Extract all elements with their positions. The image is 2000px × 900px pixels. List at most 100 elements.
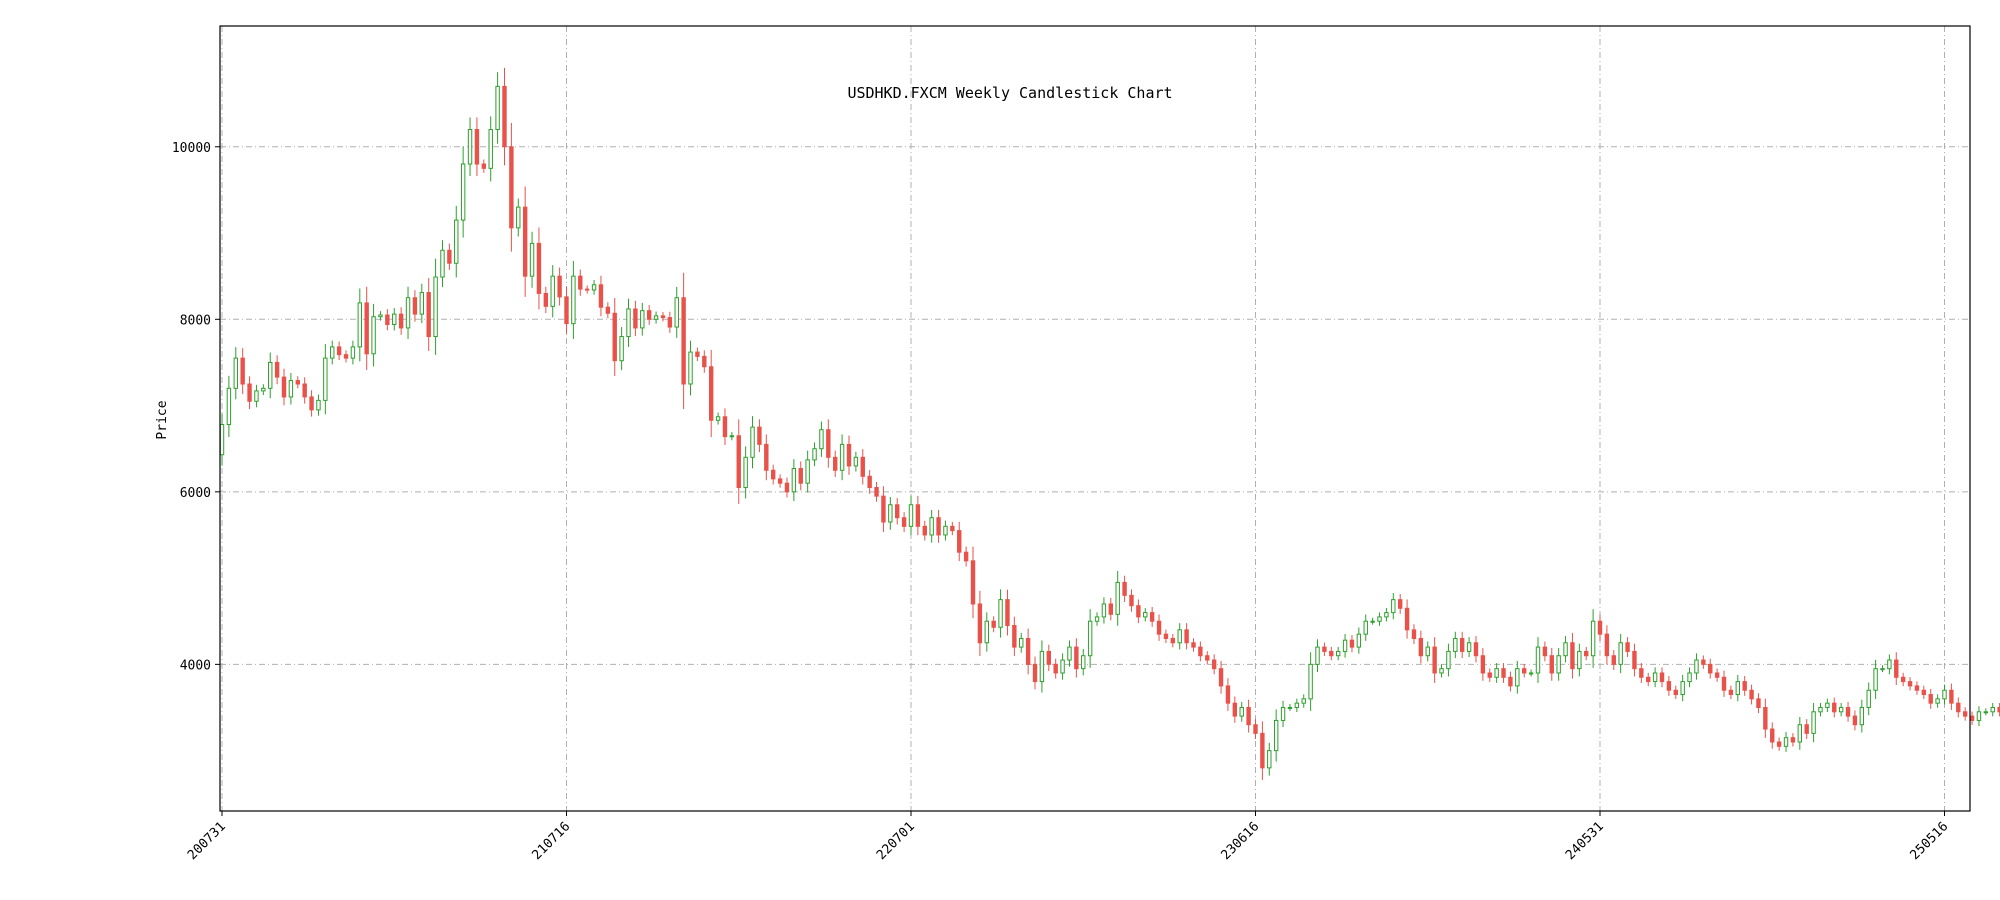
- candle-body: [302, 383, 307, 398]
- candle: [1439, 664, 1444, 678]
- candle: [1894, 652, 1899, 686]
- candle: [922, 520, 927, 541]
- candle: [1184, 623, 1189, 650]
- candle-body: [1962, 711, 1968, 717]
- candle: [1287, 704, 1293, 711]
- candle: [833, 450, 838, 477]
- candle-body: [1639, 668, 1644, 678]
- candle-body: [695, 351, 700, 357]
- candle: [702, 350, 707, 373]
- candle: [1356, 627, 1362, 654]
- candle: [1480, 647, 1486, 681]
- candle: [1342, 633, 1348, 658]
- candle: [226, 375, 232, 438]
- candle: [1074, 638, 1079, 678]
- candle: [839, 434, 845, 481]
- candle-body: [1163, 633, 1169, 639]
- candle-body: [812, 448, 817, 461]
- candle-body: [791, 468, 797, 493]
- candle: [578, 269, 583, 296]
- candle: [550, 265, 555, 318]
- candle-body: [529, 242, 535, 277]
- candle: [447, 243, 452, 270]
- candle: [591, 280, 597, 295]
- candle: [1032, 656, 1038, 690]
- chart-title: USDHKD.FXCM Weekly Candlestick Chart: [847, 84, 1172, 102]
- candle: [1990, 702, 1995, 717]
- candle: [488, 116, 493, 182]
- candle: [1411, 624, 1417, 645]
- candle-body: [743, 456, 748, 489]
- candle-body: [626, 308, 631, 338]
- candle: [1714, 668, 1720, 682]
- candle: [1122, 575, 1127, 603]
- candle-body: [1280, 706, 1286, 721]
- candle-body: [1928, 694, 1933, 704]
- candle-body: [412, 297, 418, 315]
- x-tick-label: 220701: [874, 819, 918, 863]
- candle: [1618, 633, 1623, 674]
- candle: [1832, 697, 1837, 718]
- candle-body: [1046, 650, 1051, 665]
- candle-body: [1694, 659, 1699, 674]
- candle: [1418, 630, 1424, 664]
- candle-body: [1342, 639, 1348, 652]
- candle-body: [1604, 633, 1610, 657]
- candle-body: [798, 468, 803, 484]
- candle: [557, 267, 562, 306]
- candle-body: [1563, 642, 1568, 657]
- candle-body: [1770, 728, 1775, 743]
- candle: [1432, 637, 1437, 683]
- candle: [412, 290, 418, 322]
- candle: [1873, 659, 1878, 700]
- candle-body: [1246, 706, 1251, 726]
- candle-body: [336, 346, 342, 356]
- candle: [1170, 633, 1176, 648]
- candle: [1177, 623, 1182, 650]
- candle: [536, 227, 542, 310]
- candle-body: [557, 275, 562, 298]
- candle: [674, 286, 679, 338]
- candle: [963, 546, 969, 567]
- candle-body: [1205, 655, 1210, 661]
- candle: [688, 340, 693, 396]
- candle: [1976, 706, 1982, 727]
- candle: [798, 461, 803, 491]
- candle: [460, 146, 466, 238]
- candle: [584, 285, 590, 294]
- candle-body: [957, 530, 962, 553]
- candle-body: [1453, 637, 1458, 652]
- candle-body: [1535, 646, 1541, 674]
- candle: [722, 408, 728, 446]
- candle-body: [674, 297, 679, 328]
- candle-body: [991, 620, 996, 628]
- candle-body: [1067, 646, 1072, 661]
- candle-body: [378, 314, 383, 318]
- candle: [1101, 597, 1107, 624]
- candle: [474, 117, 480, 177]
- candle-body: [1528, 672, 1534, 675]
- candle-body: [1983, 711, 1989, 714]
- candle-body: [653, 315, 659, 320]
- candle-body: [1811, 711, 1816, 734]
- candle: [819, 421, 824, 457]
- candle: [1756, 693, 1761, 714]
- candle: [1267, 742, 1272, 776]
- candle-body: [660, 315, 666, 319]
- candle-body: [1542, 646, 1548, 657]
- candle-body: [860, 456, 865, 477]
- candle-body: [1356, 633, 1362, 648]
- candle-body: [1473, 642, 1479, 657]
- candle-body: [1721, 676, 1727, 691]
- candle: [605, 302, 611, 319]
- candle: [1067, 640, 1072, 667]
- candle: [812, 442, 817, 467]
- candle: [1708, 658, 1713, 679]
- candle: [1508, 671, 1513, 692]
- candle-body: [1391, 599, 1396, 614]
- candle-body: [1377, 616, 1382, 622]
- candle-body: [1432, 646, 1437, 674]
- candle-body: [1673, 689, 1678, 696]
- candle: [1542, 641, 1548, 662]
- candle-body: [667, 317, 673, 328]
